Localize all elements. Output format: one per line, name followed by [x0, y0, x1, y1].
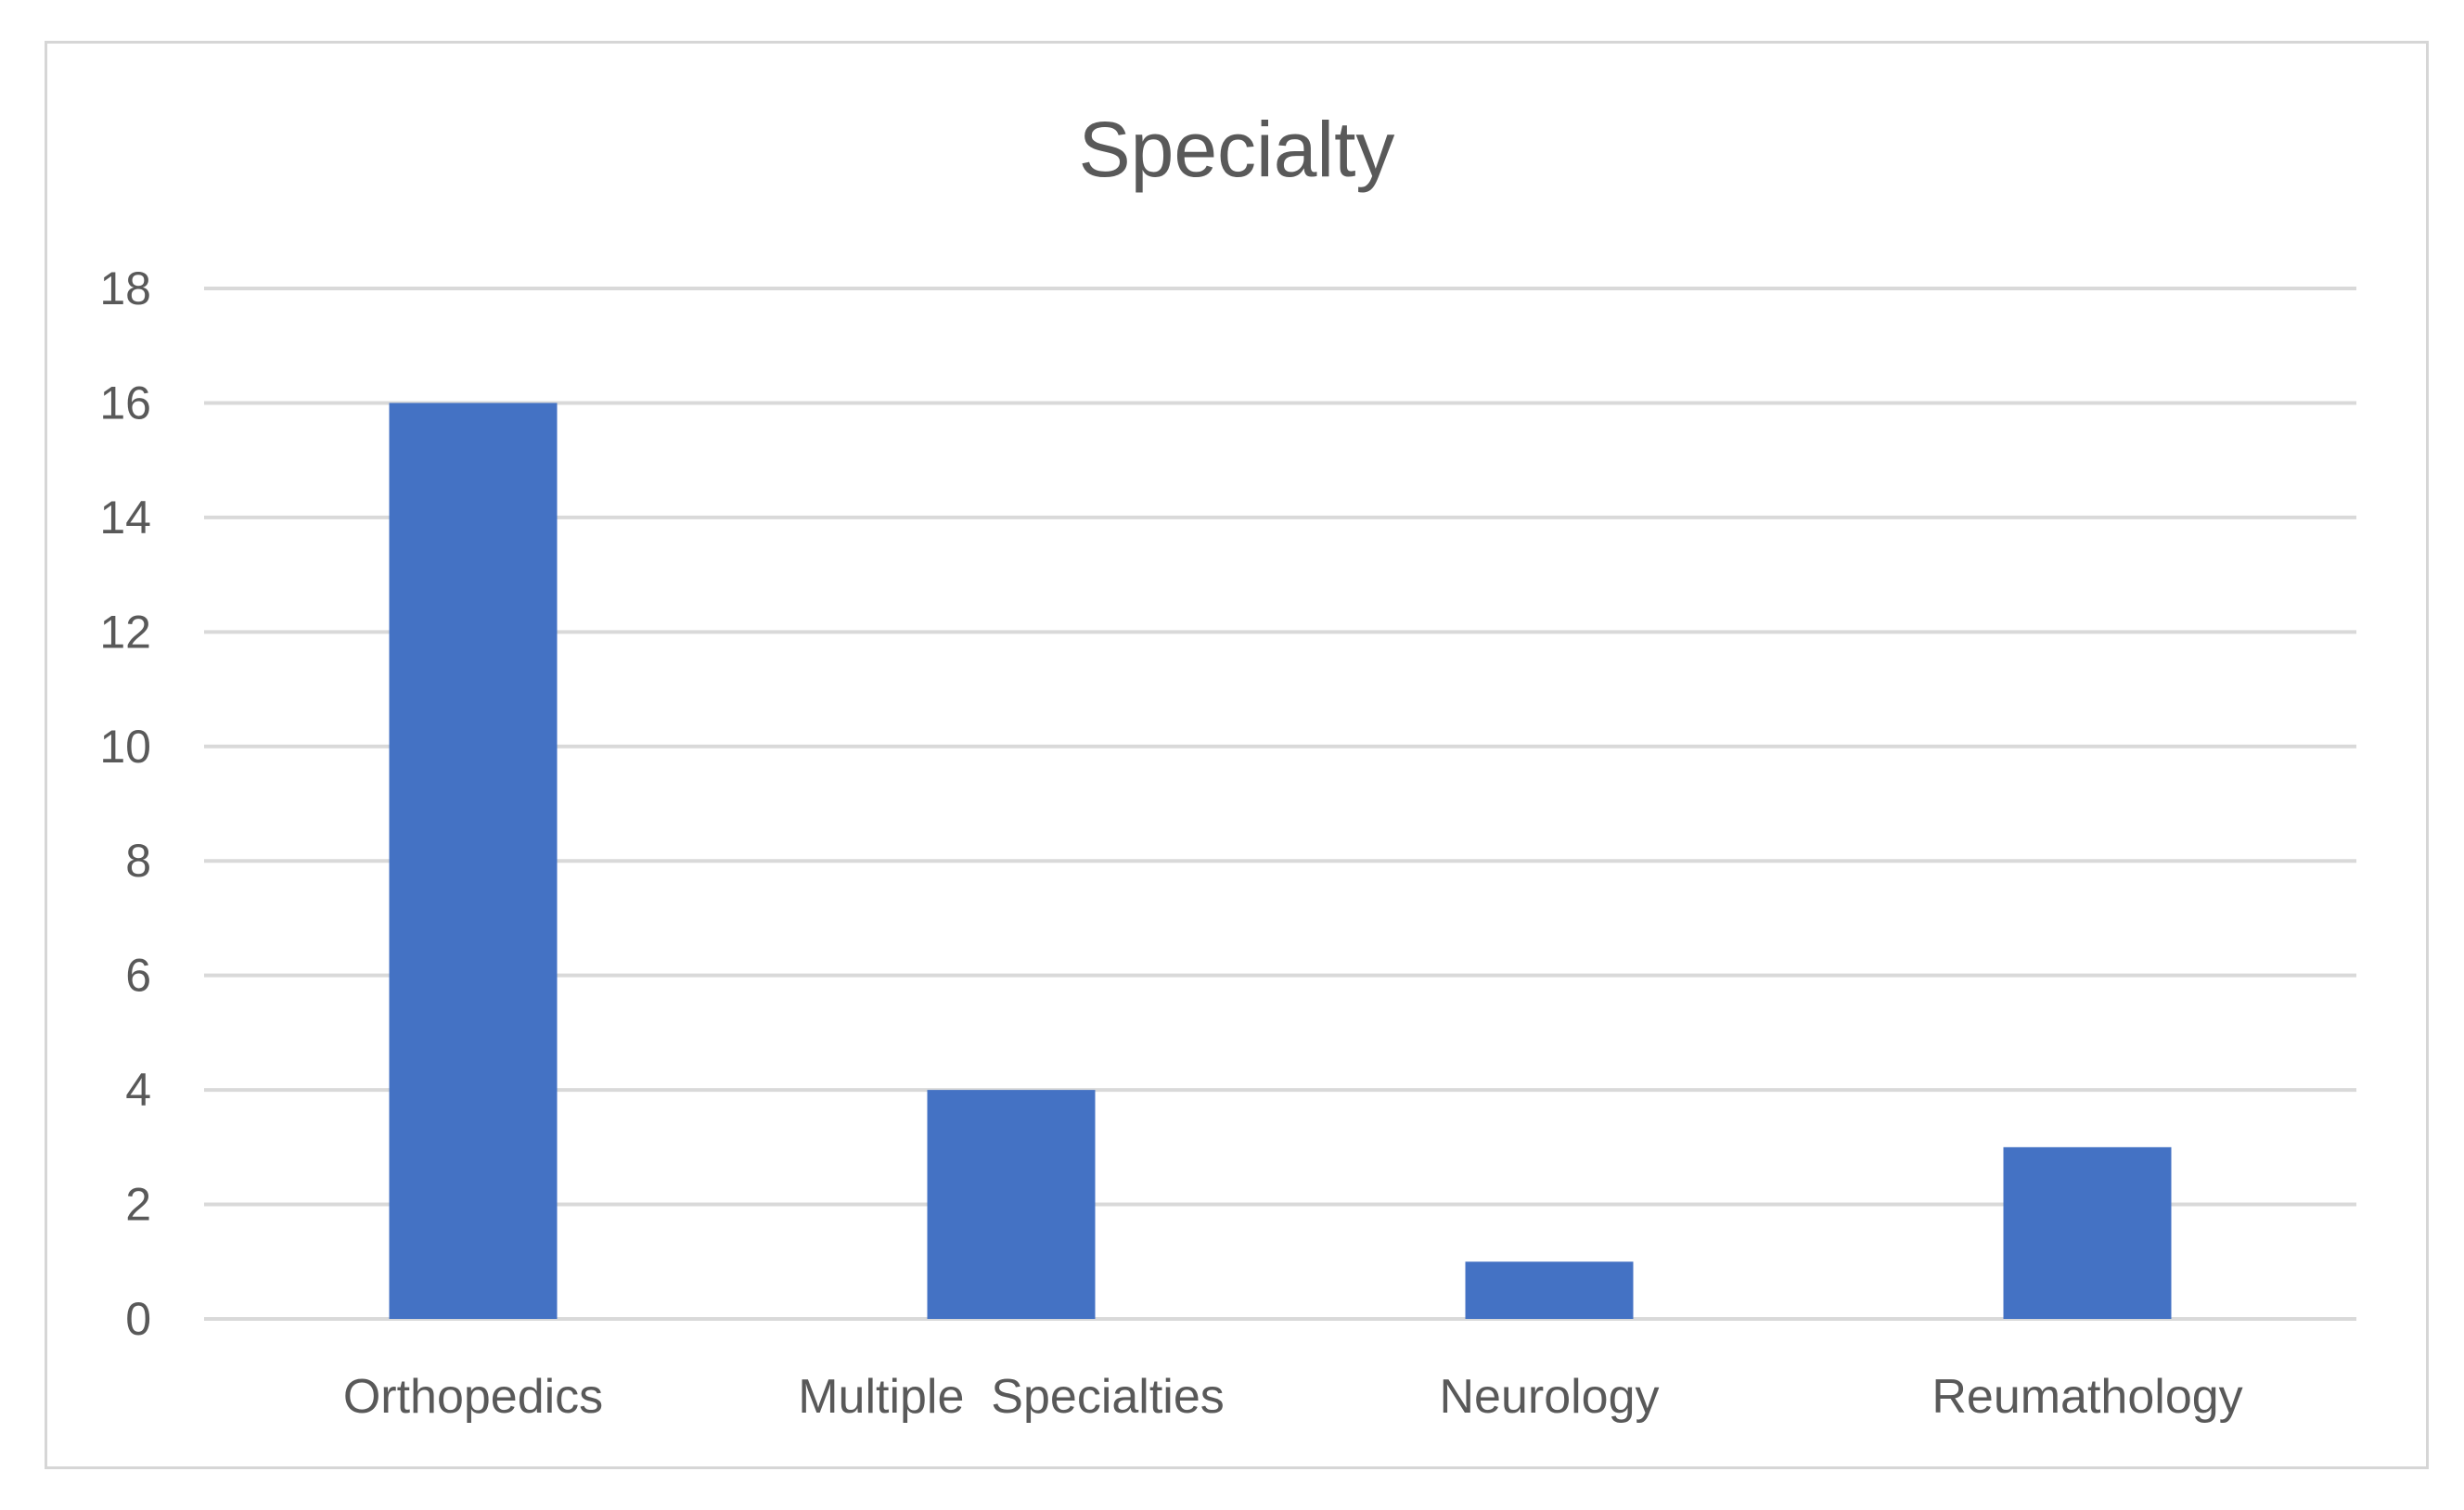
bar-neurology — [1465, 1261, 1634, 1319]
x-axis-label: Reumathology — [1931, 1370, 2242, 1424]
y-tick-label: 16 — [99, 377, 151, 429]
bar-reumathology — [2003, 1146, 2172, 1319]
bar-multiple-specialties — [927, 1090, 1096, 1319]
bars — [389, 403, 2172, 1319]
y-tick-label: 12 — [99, 606, 151, 658]
y-tick-label: 8 — [125, 835, 151, 887]
y-tick-label: 6 — [125, 950, 151, 1002]
y-tick-label: 10 — [99, 721, 151, 773]
y-tick-label: 4 — [125, 1064, 151, 1116]
bar-orthopedics — [389, 403, 558, 1319]
x-axis-label: Multiple Specialties — [798, 1370, 1225, 1424]
y-tick-label: 18 — [99, 262, 151, 314]
chart-title: Specialty — [1079, 106, 1395, 193]
y-tick-label: 0 — [125, 1293, 151, 1345]
y-axis-ticks: 0 2 4 6 8 10 12 14 16 18 — [99, 262, 151, 1345]
x-axis-label: Neurology — [1439, 1370, 1659, 1424]
y-tick-label: 14 — [99, 492, 151, 544]
y-tick-label: 2 — [125, 1179, 151, 1231]
x-axis-label: Orthopedics — [343, 1370, 603, 1424]
gridlines — [204, 287, 2356, 1321]
x-axis-labels: Orthopedics Multiple Specialties Neurology… — [343, 1370, 2243, 1424]
